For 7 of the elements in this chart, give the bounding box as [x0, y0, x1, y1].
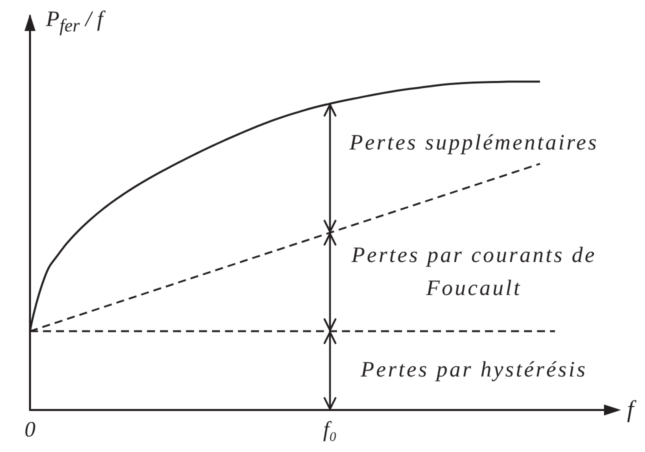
annotation: Pertes supplémentaires [348, 128, 600, 156]
annotation: Pertes par courants de Foucault [350, 240, 598, 302]
x-tick-label: f₀ [323, 416, 337, 442]
x-tick-label: 0 [24, 416, 36, 442]
annotation: Pertes par hystérésis [360, 356, 588, 384]
x-axis-title: f [627, 397, 637, 423]
y-axis-title: P$_{fer}$ / f [46, 6, 104, 36]
